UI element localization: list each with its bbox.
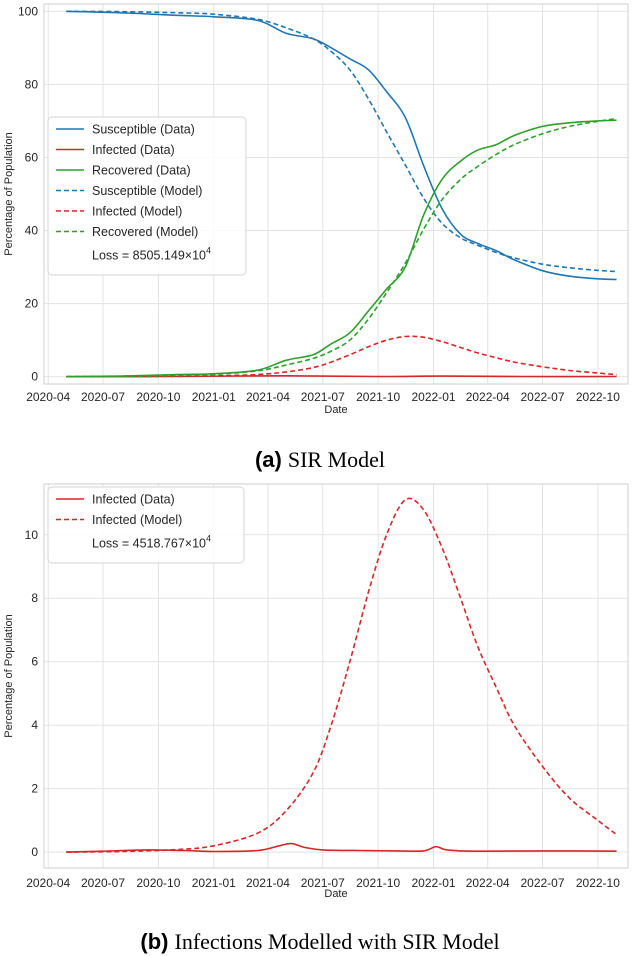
x-tick-label: 2022-01 — [412, 876, 456, 890]
loss-times-sign: × — [185, 249, 192, 263]
x-tick-label: 2021-07 — [301, 390, 345, 404]
series-line-infected-model — [66, 335, 617, 378]
loss-base: 10 — [192, 537, 206, 551]
legend-label-susceptible-data: Susceptible (Data) — [92, 123, 195, 137]
y-tick-label: 6 — [31, 655, 38, 669]
series-line-infected-model — [66, 497, 618, 853]
legend-box — [47, 486, 245, 564]
x-tick-label: 2020-10 — [136, 390, 180, 404]
x-tick-label: 2020-10 — [136, 876, 180, 890]
chart-b-x-axis-label: Date — [324, 888, 347, 900]
x-tick-label: 2020-07 — [81, 390, 125, 404]
chart-a-x-axis-label: Date — [324, 404, 347, 416]
loss-exponent: 4 — [206, 246, 211, 256]
chart-b-frame — [43, 483, 629, 869]
y-tick-label: 2 — [31, 782, 38, 796]
y-tick-label: 60 — [25, 150, 39, 164]
legend-label-recovered-model: Recovered (Model) — [92, 225, 198, 239]
chart-b-legend: Infected (Data) Infected (Model) Loss = 45… — [47, 486, 245, 564]
y-tick-label: 10 — [25, 528, 39, 542]
y-tick-label: 20 — [25, 297, 39, 311]
y-tick-label: 4 — [31, 718, 38, 732]
loss-annotation: Loss = 8505.149×104 — [92, 246, 211, 263]
y-tick-label: 8 — [31, 591, 38, 605]
chart-a-frame — [43, 3, 629, 385]
loss-value: Loss = 4518.767 — [92, 537, 185, 551]
series-line-recovered-model — [66, 117, 617, 378]
x-tick-label: 2020-04 — [26, 390, 70, 404]
x-tick-label: 2022-10 — [576, 876, 620, 890]
x-tick-label: 2021-04 — [246, 876, 290, 890]
x-tick-label: 2022-04 — [466, 390, 510, 404]
x-tick-label: 2020-07 — [81, 876, 125, 890]
series-line-infected-data — [66, 842, 617, 853]
legend-label-infected-model: Infected (Model) — [92, 205, 182, 219]
y-tick-label: 0 — [31, 845, 38, 859]
loss-value: Loss = 8505.149 — [92, 249, 185, 263]
y-tick-label: 80 — [25, 77, 39, 91]
legend-label-infected-data: Infected (Data) — [92, 143, 175, 157]
legend-box — [47, 116, 247, 276]
x-tick-label: 2020-04 — [26, 876, 70, 890]
infections-chart: 2020-04 2020-07 2020-10 2021-01 2021-04 2021-… — [3, 483, 629, 900]
chart-a-y-axis-label: Percentage of Population — [3, 132, 15, 256]
series-line-susceptible-model — [66, 10, 617, 273]
chart-a-legend: Susceptible (Data) Infected (Data) Recover… — [47, 116, 247, 276]
loss-annotation: Loss = 4518.767×104 — [92, 534, 211, 551]
chart-b-y-axis-label: Percentage of Population — [3, 614, 15, 738]
x-tick-label: 2021-10 — [356, 876, 400, 890]
x-tick-label: 2021-04 — [246, 390, 290, 404]
x-tick-label: 2022-07 — [520, 876, 564, 890]
x-tick-label: 2021-10 — [356, 390, 400, 404]
series-line-susceptible-data — [66, 10, 617, 281]
legend-label-susceptible-model: Susceptible (Model) — [92, 184, 202, 198]
x-tick-label: 2021-01 — [192, 876, 236, 890]
x-tick-label: 2022-10 — [576, 390, 620, 404]
legend-label-recovered-data: Recovered (Data) — [92, 164, 191, 178]
chart-b-caption-text: Infections Modelled with SIR Model — [175, 929, 500, 954]
x-tick-label: 2022-01 — [412, 390, 456, 404]
y-tick-label: 100 — [18, 4, 38, 18]
chart-a-caption-text: SIR Model — [288, 447, 385, 472]
y-tick-label: 0 — [31, 370, 38, 384]
legend-label-infected-model: Infected (Model) — [92, 513, 182, 527]
loss-times-sign: × — [185, 537, 192, 551]
x-tick-label: 2022-07 — [520, 390, 564, 404]
chart-b-caption: (b) Infections Modelled with SIR Model — [140, 929, 499, 954]
x-tick-label: 2021-01 — [192, 390, 236, 404]
x-tick-label: 2021-07 — [301, 876, 345, 890]
chart-a-caption: (a) SIR Model — [255, 447, 385, 472]
legend-label-infected-data: Infected (Data) — [92, 493, 175, 507]
x-tick-label: 2022-04 — [466, 876, 510, 890]
chart-a-caption-label: (a) — [255, 447, 282, 472]
loss-exponent: 4 — [206, 534, 211, 544]
loss-base: 10 — [192, 249, 206, 263]
chart-b-caption-label: (b) — [140, 929, 168, 954]
sir-model-chart: 2020-04 2020-07 2020-10 2021-01 2021-04 2021-… — [3, 3, 629, 416]
y-tick-label: 40 — [25, 224, 39, 238]
